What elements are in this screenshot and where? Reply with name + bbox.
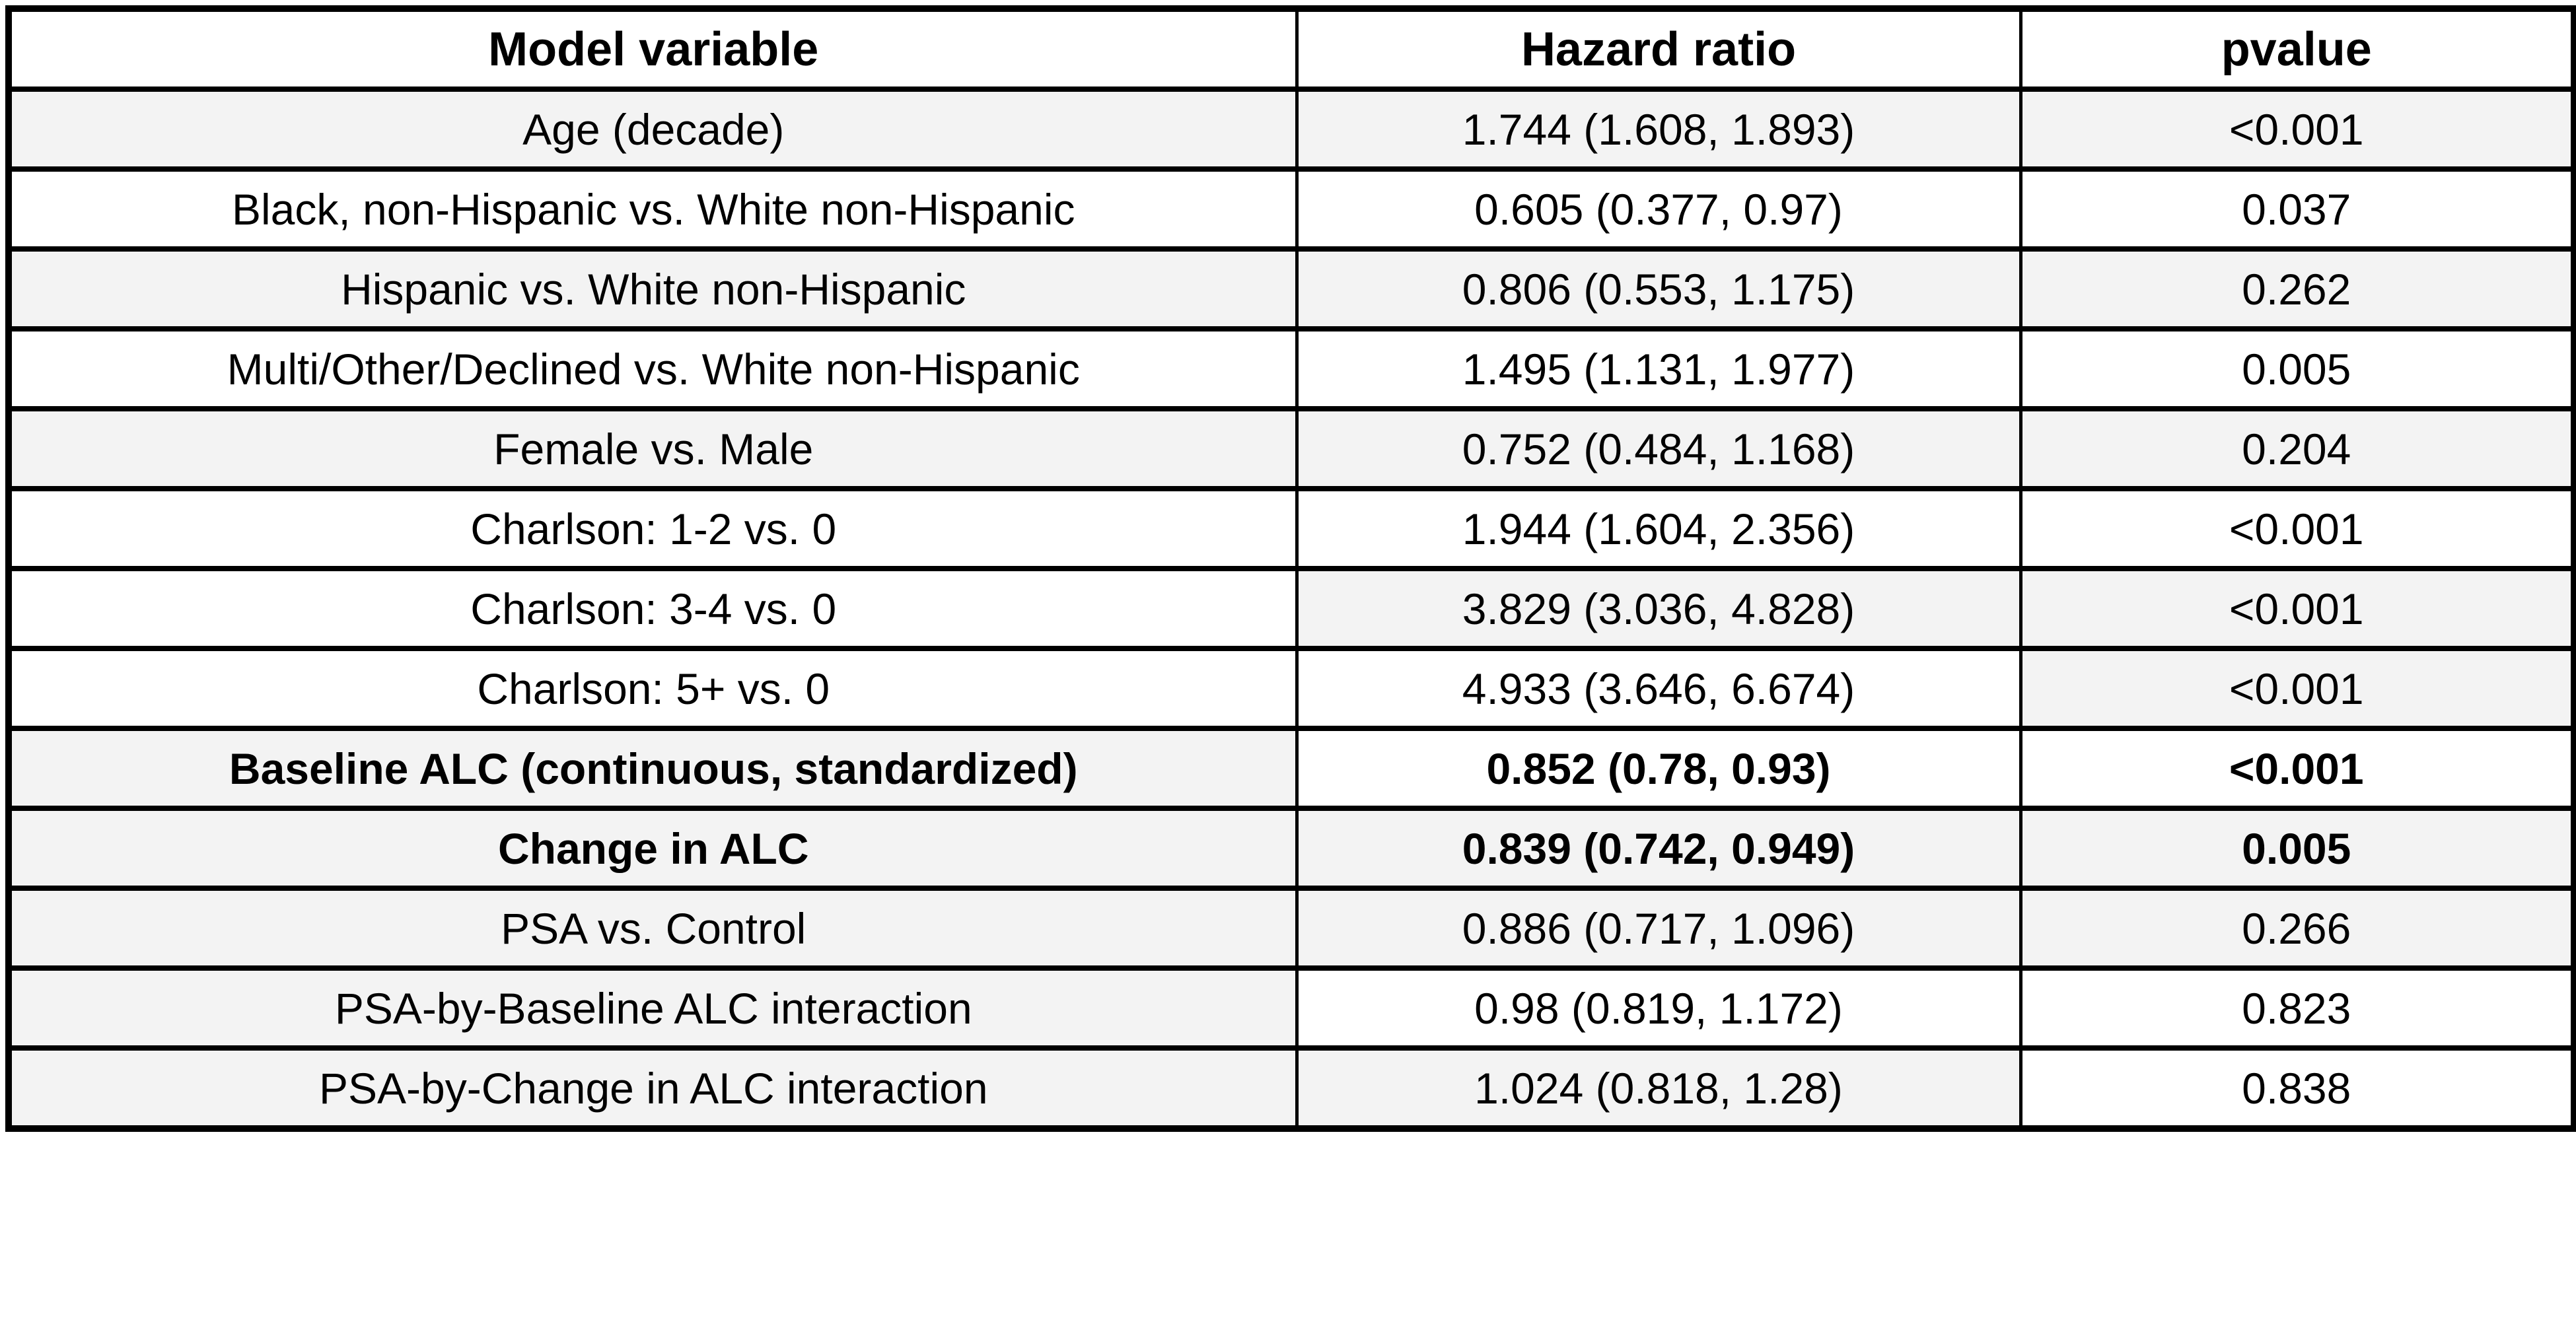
table-row: Age (decade) 1.744 (1.608, 1.893) <0.001 [7,87,2576,172]
cell-model-variable: Female vs. Male [7,406,1299,491]
cell-model-variable: Charlson: 3-4 vs. 0 [7,566,1299,651]
table-body: Age (decade) 1.744 (1.608, 1.893) <0.001… [7,87,2576,1131]
table-row: Multi/Other/Declined vs. White non-Hispa… [7,326,2576,411]
table-row: Charlson: 1-2 vs. 0 1.944 (1.604, 2.356)… [7,486,2576,571]
table-row: Baseline ALC (continuous, standardized) … [7,726,2576,811]
cell-hazard-ratio: 0.98 (0.819, 1.172) [1295,965,2022,1051]
table-row: Female vs. Male 0.752 (0.484, 1.168) 0.2… [7,406,2576,491]
table-row: PSA-by-Baseline ALC interaction 0.98 (0.… [7,965,2576,1051]
cell-hazard-ratio: 0.852 (0.78, 0.93) [1295,726,2022,811]
cell-pvalue: 0.005 [2019,326,2576,411]
table-row: Change in ALC 0.839 (0.742, 0.949) 0.005 [7,806,2576,891]
table-row: PSA vs. Control 0.886 (0.717, 1.096) 0.2… [7,886,2576,971]
cell-pvalue: <0.001 [2019,566,2576,651]
cell-pvalue: <0.001 [2019,726,2576,811]
cell-hazard-ratio: 1.944 (1.604, 2.356) [1295,486,2022,571]
table-row: Charlson: 5+ vs. 0 4.933 (3.646, 6.674) … [7,646,2576,731]
cell-pvalue: <0.001 [2019,646,2576,731]
cell-model-variable: Age (decade) [7,87,1299,172]
cell-model-variable: Hispanic vs. White non-Hispanic [7,246,1299,332]
results-table-container: Model variable Hazard ratio pvalue Age (… [5,5,2576,1132]
cell-model-variable: PSA-by-Change in ALC interaction [7,1045,1299,1131]
cell-hazard-ratio: 1.744 (1.608, 1.893) [1295,87,2022,172]
cell-model-variable: Baseline ALC (continuous, standardized) [7,726,1299,811]
cell-pvalue: 0.823 [2019,965,2576,1051]
cell-model-variable: Black, non-Hispanic vs. White non-Hispan… [7,166,1299,252]
cell-pvalue: 0.005 [2019,806,2576,891]
cell-pvalue: 0.204 [2019,406,2576,491]
header-row: Model variable Hazard ratio pvalue [7,6,2576,92]
cell-hazard-ratio: 0.752 (0.484, 1.168) [1295,406,2022,491]
cell-hazard-ratio: 0.839 (0.742, 0.949) [1295,806,2022,891]
table-row: Charlson: 3-4 vs. 0 3.829 (3.036, 4.828)… [7,566,2576,651]
cell-pvalue: 0.838 [2019,1045,2576,1131]
column-header-model-variable: Model variable [7,6,1299,92]
cell-hazard-ratio: 1.495 (1.131, 1.977) [1295,326,2022,411]
cell-pvalue: <0.001 [2019,87,2576,172]
cell-pvalue: 0.266 [2019,886,2576,971]
cell-hazard-ratio: 0.806 (0.553, 1.175) [1295,246,2022,332]
table-header: Model variable Hazard ratio pvalue [7,6,2576,92]
cell-model-variable: Charlson: 5+ vs. 0 [7,646,1299,731]
column-header-hazard-ratio: Hazard ratio [1295,6,2022,92]
cell-model-variable: Multi/Other/Declined vs. White non-Hispa… [7,326,1299,411]
table-row: Black, non-Hispanic vs. White non-Hispan… [7,166,2576,252]
cell-model-variable: Change in ALC [7,806,1299,891]
results-table: Model variable Hazard ratio pvalue Age (… [5,5,2576,1132]
cell-model-variable: PSA vs. Control [7,886,1299,971]
cell-pvalue: 0.262 [2019,246,2576,332]
cell-pvalue: <0.001 [2019,486,2576,571]
cell-hazard-ratio: 1.024 (0.818, 1.28) [1295,1045,2022,1131]
cell-hazard-ratio: 0.605 (0.377, 0.97) [1295,166,2022,252]
cell-model-variable: Charlson: 1-2 vs. 0 [7,486,1299,571]
cell-hazard-ratio: 0.886 (0.717, 1.096) [1295,886,2022,971]
table-row: PSA-by-Change in ALC interaction 1.024 (… [7,1045,2576,1131]
column-header-pvalue: pvalue [2019,6,2576,92]
table-row: Hispanic vs. White non-Hispanic 0.806 (0… [7,246,2576,332]
cell-hazard-ratio: 4.933 (3.646, 6.674) [1295,646,2022,731]
cell-hazard-ratio: 3.829 (3.036, 4.828) [1295,566,2022,651]
cell-model-variable: PSA-by-Baseline ALC interaction [7,965,1299,1051]
cell-pvalue: 0.037 [2019,166,2576,252]
